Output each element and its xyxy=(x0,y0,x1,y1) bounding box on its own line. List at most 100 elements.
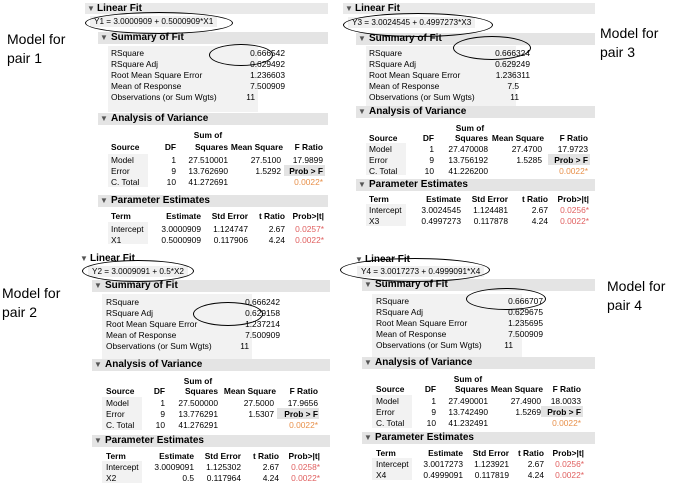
pe-tratio: 4.24 xyxy=(262,473,279,483)
linear-fit-header[interactable]: ▼ Linear Fit xyxy=(343,3,595,14)
highlight-ellipse xyxy=(466,288,546,310)
anova-header[interactable]: ▼ Analysis of Variance xyxy=(98,113,328,125)
summary-name: RSquare xyxy=(106,297,140,307)
pe-estimate: 3.0000909 xyxy=(161,224,201,234)
linear-fit-header[interactable]: ▼ Linear Fit xyxy=(80,253,330,264)
anova-col-source: Source xyxy=(376,384,405,394)
anova-source: C. Total xyxy=(106,420,135,430)
disclosure-triangle-icon[interactable]: ▼ xyxy=(358,34,366,43)
anova-header[interactable]: ▼ Analysis of Variance xyxy=(356,106,595,118)
pe-estimate: 0.5 xyxy=(182,473,194,483)
highlight-ellipse xyxy=(85,12,233,34)
pe-term: Intercept xyxy=(369,205,402,215)
parameter-estimates-header[interactable]: ▼ Parameter Estimates xyxy=(362,432,595,444)
pe-col-prob: Prob>|t| xyxy=(557,194,589,204)
pe-col-term: Term xyxy=(111,211,131,221)
highlight-ellipse xyxy=(193,302,263,326)
pe-tratio: 4.24 xyxy=(531,216,548,226)
anova-source: Model xyxy=(369,144,392,154)
pe-term: Intercept xyxy=(376,459,409,469)
parameter-estimates-header[interactable]: ▼ Parameter Estimates xyxy=(356,179,595,191)
disclosure-triangle-icon[interactable]: ▼ xyxy=(100,114,108,123)
anova-col-ms: Mean Square xyxy=(491,133,544,143)
summary-value: 1.236603 xyxy=(250,70,285,80)
anova-df: 9 xyxy=(171,166,176,176)
disclosure-triangle-icon[interactable]: ▼ xyxy=(358,180,366,189)
disclosure-triangle-icon[interactable]: ▼ xyxy=(100,196,108,205)
pair3-label: Model for pair 3 xyxy=(600,25,659,60)
anova-df: 10 xyxy=(424,166,434,176)
anova-ms: 27.4900 xyxy=(510,396,541,406)
disclosure-triangle-icon[interactable]: ▼ xyxy=(364,280,372,289)
pe-tratio: 2.67 xyxy=(527,459,544,469)
anova-df: 1 xyxy=(171,155,176,165)
summary-of-fit-header[interactable]: ▼ Summary of Fit xyxy=(92,280,330,292)
summary-name: RSquare Adj xyxy=(106,308,154,318)
summary-value: 11 xyxy=(246,92,255,102)
pe-col-term: Term xyxy=(376,448,396,458)
disclosure-triangle-icon[interactable]: ▼ xyxy=(345,4,353,13)
anova-df: 10 xyxy=(166,177,176,187)
anova-source: Error xyxy=(376,407,395,417)
pair4-label: Model for pair 4 xyxy=(607,278,666,313)
disclosure-triangle-icon[interactable]: ▼ xyxy=(94,360,102,369)
anova-f: 17.9656 xyxy=(287,398,318,408)
prob-f-label: Prob > F xyxy=(284,409,318,419)
pe-tratio: 2.67 xyxy=(268,224,285,234)
disclosure-triangle-icon[interactable]: ▼ xyxy=(87,4,95,13)
anova-ss: 13.756192 xyxy=(448,155,488,165)
summary-name: Observations (or Sum Wgts) xyxy=(376,340,482,350)
anova-col-df: DF xyxy=(153,386,165,396)
anova-col-ss: Squares xyxy=(184,386,218,396)
anova-col-df: DF xyxy=(164,142,176,152)
summary-name: RSquare Adj xyxy=(111,59,159,69)
disclosure-triangle-icon[interactable]: ▼ xyxy=(358,107,366,116)
parameter-estimates-header[interactable]: ▼ Parameter Estimates xyxy=(98,195,328,207)
anova-header[interactable]: ▼ Analysis of Variance xyxy=(362,357,595,369)
prob-f-value: 0.0022* xyxy=(294,177,323,187)
summary-of-fit-header[interactable]: ▼ Summary of Fit xyxy=(98,32,328,44)
pe-col-stderr: Std Error xyxy=(471,194,508,204)
anova-df: 9 xyxy=(431,407,436,417)
summary-value: 0.629675 xyxy=(508,307,543,317)
pe-col-tratio: t Ratio xyxy=(258,211,285,221)
anova-col-ss-top: Sum of xyxy=(455,123,485,133)
anova-ss: 41.276291 xyxy=(178,420,218,430)
summary-value: 0.666242 xyxy=(245,297,280,307)
disclosure-triangle-icon[interactable]: ▼ xyxy=(100,33,108,42)
anova-col-ms: Mean Square xyxy=(223,386,276,396)
linear-fit-header[interactable]: ▼ Linear Fit xyxy=(85,3,328,14)
disclosure-triangle-icon[interactable]: ▼ xyxy=(80,254,88,263)
pe-term: X4 xyxy=(376,470,387,480)
anova-col-f: F Ratio xyxy=(552,384,581,394)
pe-col-tratio: t Ratio xyxy=(521,194,548,204)
disclosure-triangle-icon[interactable]: ▼ xyxy=(364,433,372,442)
pe-col-term: Term xyxy=(369,194,389,204)
anova-df: 9 xyxy=(160,409,165,419)
anova-header[interactable]: ▼ Analysis of Variance xyxy=(92,359,330,371)
anova-col-ss: Squares xyxy=(194,142,228,152)
anova-source: Model xyxy=(106,398,129,408)
pe-prob: 0.0256* xyxy=(555,459,584,469)
summary-value: 11 xyxy=(240,341,249,351)
pe-col-prob: Prob>|t| xyxy=(292,211,324,221)
pe-col-prob: Prob>|t| xyxy=(552,448,584,458)
parameter-estimates-header[interactable]: ▼ Parameter Estimates xyxy=(92,435,330,447)
anova-f: 17.9723 xyxy=(557,144,588,154)
disclosure-triangle-icon[interactable]: ▼ xyxy=(94,436,102,445)
anova-col-source: Source xyxy=(106,386,135,396)
anova-source: Error xyxy=(369,155,388,165)
disclosure-triangle-icon[interactable]: ▼ xyxy=(355,255,363,264)
summary-of-fit-header[interactable]: ▼ Summary of Fit xyxy=(362,279,595,291)
anova-df: 10 xyxy=(155,420,165,430)
pe-stderr: 0.117906 xyxy=(213,235,248,245)
summary-name: Root Mean Square Error xyxy=(369,70,461,80)
anova-df: 1 xyxy=(431,396,436,406)
anova-source: Model xyxy=(111,155,134,165)
disclosure-triangle-icon[interactable]: ▼ xyxy=(94,281,102,290)
anova-ms: 27.4700 xyxy=(511,144,542,154)
prob-f-value: 0.0022* xyxy=(289,420,318,430)
summary-name: RSquare Adj xyxy=(376,307,424,317)
prob-f-label: Prob > F xyxy=(289,166,323,176)
disclosure-triangle-icon[interactable]: ▼ xyxy=(364,358,372,367)
